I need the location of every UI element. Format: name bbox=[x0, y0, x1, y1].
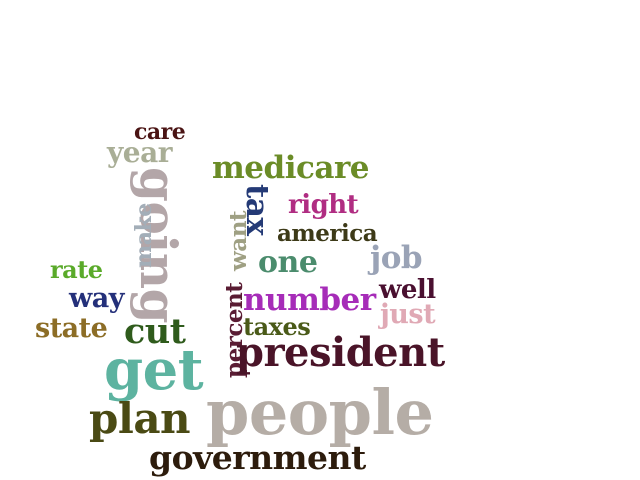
word-people: people bbox=[206, 376, 434, 449]
word-government: government bbox=[149, 438, 366, 477]
word-one: one bbox=[258, 245, 318, 280]
word-care: care bbox=[134, 119, 186, 145]
word-plan: plan bbox=[89, 394, 191, 443]
word-cut: cut bbox=[124, 311, 186, 352]
word-well: well bbox=[379, 275, 436, 305]
word-way: way bbox=[69, 283, 124, 314]
word-number: number bbox=[243, 282, 376, 318]
word-president: president bbox=[236, 329, 445, 376]
word-tax: tax bbox=[239, 184, 275, 236]
word-year: year bbox=[107, 136, 172, 169]
word-make: make bbox=[131, 203, 157, 268]
word-state: state bbox=[35, 313, 108, 344]
word-just: just bbox=[380, 299, 436, 330]
word-get: get bbox=[104, 337, 204, 403]
word-america: america bbox=[277, 220, 378, 247]
word-taxes: taxes bbox=[243, 312, 311, 341]
word-medicare: medicare bbox=[212, 150, 370, 186]
word-right: right bbox=[288, 190, 359, 220]
word-job: job bbox=[370, 240, 423, 276]
word-rate: rate bbox=[50, 255, 103, 284]
